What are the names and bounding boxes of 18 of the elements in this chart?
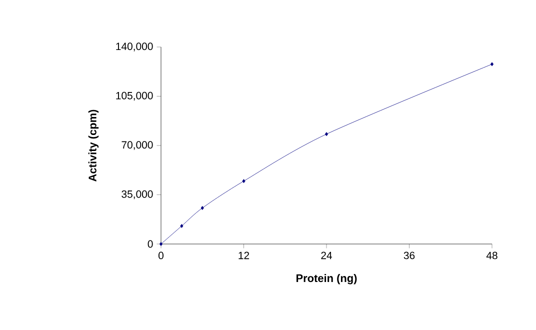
- x-tick-label: 36: [404, 252, 415, 260]
- point: [200, 206, 204, 210]
- point: [490, 62, 494, 66]
- x-tick-label: 12: [238, 252, 250, 260]
- x-tick-label: 48: [486, 252, 498, 260]
- y-tick-label: 105,000: [116, 92, 153, 101]
- y-tick-label: 0: [148, 240, 153, 248]
- y-tick-label: 35,000: [122, 190, 153, 200]
- point: [324, 132, 328, 136]
- y-tick-label: 140,000: [116, 42, 153, 52]
- point: [242, 179, 246, 184]
- y-axis-title: Activity (cpm): [88, 110, 99, 182]
- x-tick-label: 0: [158, 252, 164, 260]
- x-axis-title: Protein (ng): [296, 274, 357, 284]
- point: [180, 224, 184, 228]
- point: [159, 242, 163, 246]
- y-tick-label: 70,000: [122, 141, 153, 150]
- x-tick-label: 24: [321, 252, 332, 260]
